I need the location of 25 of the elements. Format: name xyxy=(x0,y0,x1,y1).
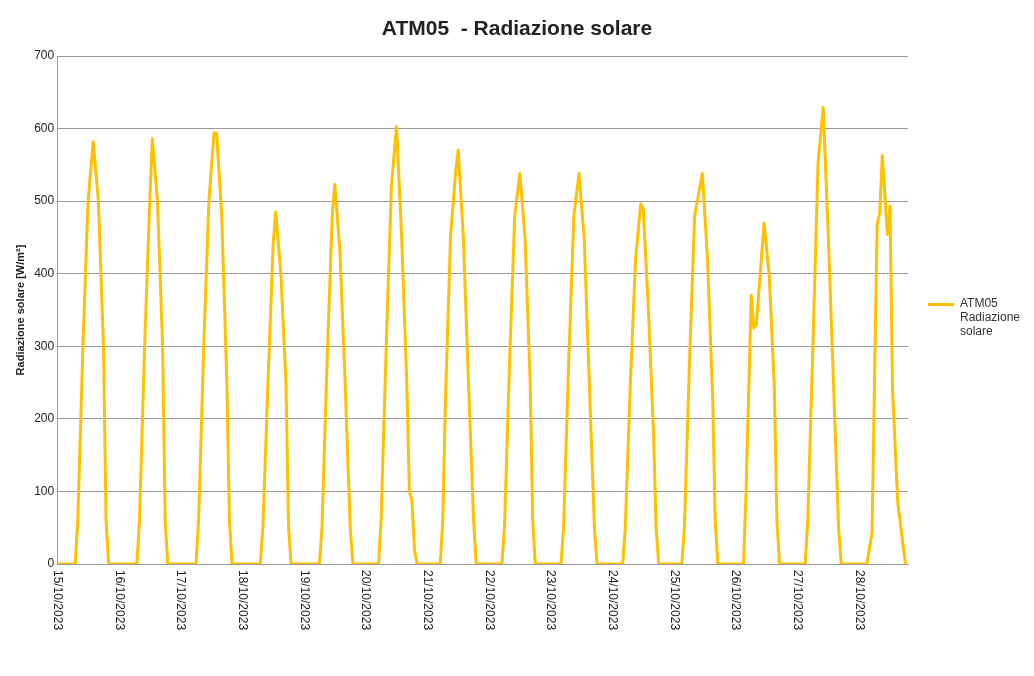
y-tick-label: 400 xyxy=(34,266,55,281)
x-tick-label: 24/10/2023 xyxy=(606,570,621,631)
legend-label: ATM05 Radiazione solare xyxy=(960,296,1022,338)
x-tick-label: 26/10/2023 xyxy=(729,570,744,631)
y-tick-label: 600 xyxy=(34,120,55,135)
y-tick-label: 100 xyxy=(34,483,55,498)
x-tick-label: 18/10/2023 xyxy=(235,570,250,631)
x-tick-label: 20/10/2023 xyxy=(359,570,374,631)
x-tick-label: 23/10/2023 xyxy=(544,570,559,631)
y-axis-title: Radiazione solare [W/m²] xyxy=(13,244,26,376)
x-tick-label: 15/10/2023 xyxy=(50,570,65,631)
x-tick-label: 19/10/2023 xyxy=(297,570,312,631)
x-tick-label: 21/10/2023 xyxy=(421,570,436,631)
chart-title: ATM05 - Radiazione solare xyxy=(380,16,654,40)
x-tick-label: 28/10/2023 xyxy=(852,570,867,631)
y-tick-label: 700 xyxy=(34,48,55,63)
x-tick-label: 17/10/2023 xyxy=(174,570,189,631)
x-tick-label: 25/10/2023 xyxy=(667,570,682,631)
y-tick-label: 0 xyxy=(47,556,55,571)
y-tick-label: 500 xyxy=(34,193,55,208)
x-tick-label: 27/10/2023 xyxy=(791,570,806,631)
y-tick-label: 200 xyxy=(34,411,55,426)
y-tick-label: 300 xyxy=(34,338,55,353)
x-tick-label: 16/10/2023 xyxy=(112,570,127,631)
x-tick-label: 22/10/2023 xyxy=(482,570,497,631)
